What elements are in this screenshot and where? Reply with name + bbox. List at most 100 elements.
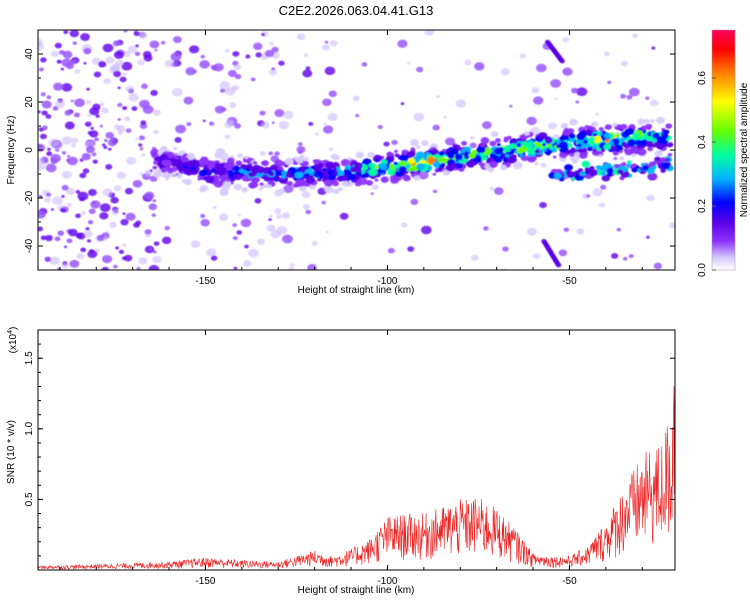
heatmap-cell <box>470 136 475 140</box>
heatmap-cell <box>41 100 52 109</box>
heatmap-cell <box>301 191 311 199</box>
heatmap-cell <box>219 188 229 196</box>
heatmap-cell <box>552 155 557 159</box>
heatmap-cell <box>489 140 497 147</box>
heatmap-cell <box>150 148 160 157</box>
heatmap-cell <box>38 67 44 72</box>
heatmap-cell <box>68 228 78 237</box>
heatmap-cell <box>197 177 201 181</box>
heatmap-cell <box>138 257 148 265</box>
heatmap-cell <box>394 153 400 158</box>
heatmap-cell <box>207 162 216 169</box>
heatmap-cell <box>219 80 231 90</box>
heatmap-cell <box>619 137 626 143</box>
heatmap-cell <box>237 153 243 158</box>
heatmap-cell <box>426 156 436 164</box>
heatmap-cell <box>152 255 162 264</box>
heatmap-cell <box>85 99 92 105</box>
heatmap-cell <box>135 44 139 48</box>
heatmap-cell <box>160 40 166 45</box>
heatmap-cell <box>370 192 374 196</box>
heatmap-cell <box>296 168 301 173</box>
heatmap-cell <box>61 136 73 145</box>
heatmap-cell <box>341 180 350 187</box>
heatmap-cell <box>269 41 274 46</box>
heatmap-cell <box>503 145 511 153</box>
heatmap-cell <box>481 121 492 130</box>
heatmap-cell <box>328 90 337 98</box>
chart-title: C2E2.2026.063.04.41.G13 <box>279 3 434 18</box>
heatmap-cell <box>44 197 52 203</box>
heatmap-cell <box>225 49 230 53</box>
heatmap-cell <box>79 172 87 179</box>
heatmap-cell <box>559 59 565 64</box>
heatmap-cell <box>367 151 375 158</box>
heatmap-cell <box>80 247 87 253</box>
heatmap-cell <box>656 135 666 144</box>
heatmap-cell <box>46 95 52 100</box>
heatmap-cell <box>526 155 537 163</box>
heatmap-cell <box>76 252 85 260</box>
heatmap-cell <box>117 102 123 107</box>
heatmap-cell <box>52 196 63 205</box>
heatmap-cell <box>519 53 527 59</box>
heatmap-cell <box>92 159 98 164</box>
heatmap-cell <box>635 165 640 170</box>
heatmap-cell <box>119 76 127 83</box>
heatmap-cell <box>603 143 611 151</box>
heatmap-cell <box>621 131 630 138</box>
heatmap-cell <box>86 239 91 243</box>
heatmap-cell <box>266 224 276 232</box>
heatmap-cell <box>294 171 304 179</box>
heatmap-cell <box>516 143 522 147</box>
heatmap-cell <box>591 121 599 127</box>
heatmap-cell <box>336 166 341 171</box>
heatmap-cell <box>240 164 247 170</box>
heatmap-cell <box>416 66 424 73</box>
heatmap-cell <box>627 160 632 164</box>
heatmap-cell <box>75 190 81 194</box>
heatmap-cell <box>534 149 540 154</box>
heatmap-cell <box>45 163 57 173</box>
heatmap-cell <box>153 241 160 246</box>
heatmap-cell <box>49 256 60 266</box>
heatmap-cell <box>245 54 251 59</box>
heatmap-cell <box>69 259 80 268</box>
heatmap-cell <box>311 240 318 246</box>
heatmap-y-ticks: -40 -20 0 20 40 <box>24 29 675 271</box>
heatmap-cell <box>302 69 313 78</box>
heatmap-cell <box>614 164 620 168</box>
heatmap-cell <box>81 152 91 161</box>
heatmap-cell <box>321 44 330 51</box>
heatmap-cell <box>103 78 111 85</box>
heatmap-cell <box>576 228 585 235</box>
heatmap-cell <box>102 188 113 197</box>
heatmap-cell <box>321 200 326 205</box>
heatmap-cell <box>437 167 443 172</box>
heatmap-cell <box>134 51 141 56</box>
heatmap-cell <box>174 136 182 143</box>
heatmap-cell <box>661 162 670 170</box>
heatmap-cell <box>312 159 318 164</box>
heatmap-cell <box>443 115 448 119</box>
heatmap-cell <box>600 171 607 176</box>
heatmap-cell <box>148 264 160 270</box>
heatmap-cell <box>139 147 144 151</box>
heatmap-cell <box>407 157 416 164</box>
heatmap-cell <box>213 166 222 174</box>
heatmap-cell <box>340 159 351 167</box>
heatmap-cell <box>200 213 206 219</box>
heatmap-cell <box>407 246 415 252</box>
heatmap-cell <box>450 150 455 154</box>
heatmap-cell <box>509 104 513 108</box>
heatmap-cell <box>128 93 140 102</box>
heatmap-cell <box>144 170 153 177</box>
heatmap-cell <box>493 187 504 195</box>
heatmap-cell <box>598 167 604 171</box>
heatmap-cell <box>136 267 141 270</box>
heatmap-cell <box>154 48 158 52</box>
heatmap-cell <box>555 263 562 268</box>
heatmap-cell <box>274 208 282 214</box>
heatmap-cell <box>117 86 121 90</box>
heatmap-cell <box>613 157 618 161</box>
